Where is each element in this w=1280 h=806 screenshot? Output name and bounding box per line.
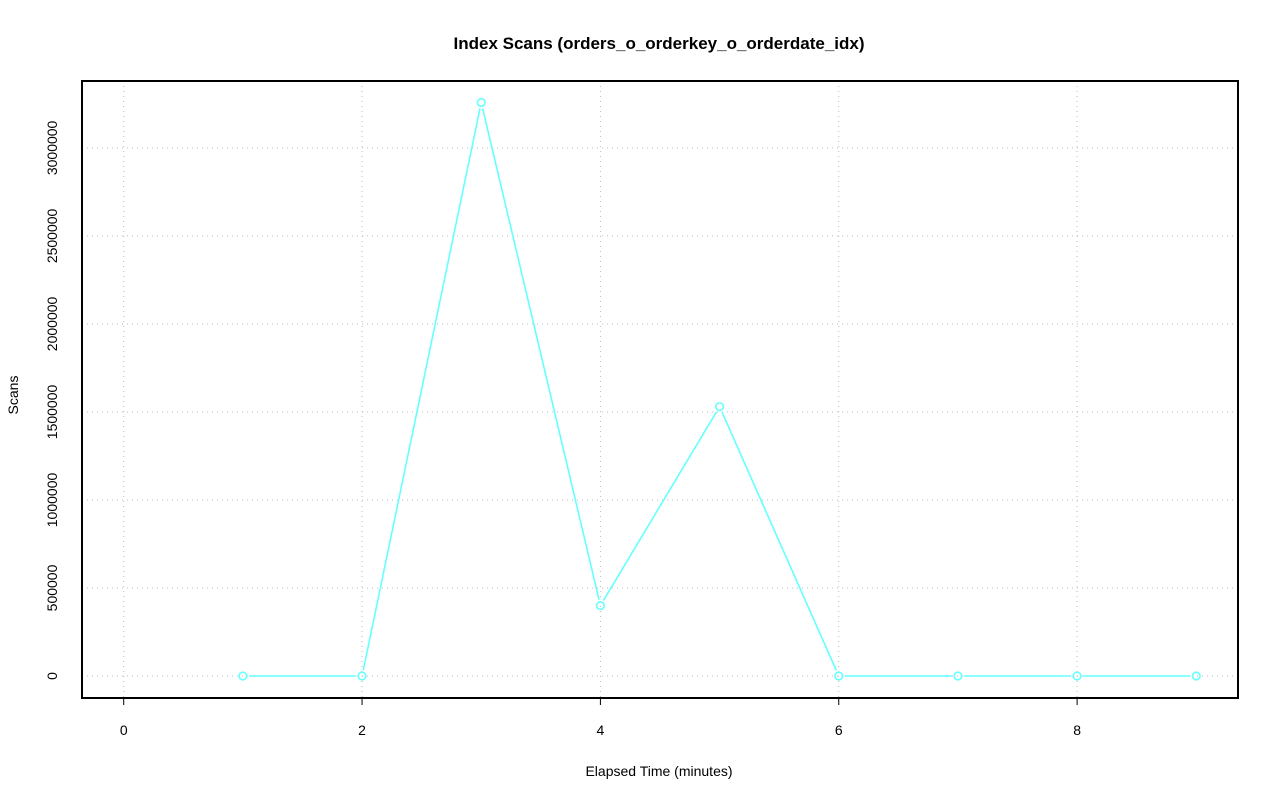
data-point (953, 671, 963, 681)
series-layer (238, 97, 1201, 681)
plot-frame (81, 80, 1239, 699)
x-tick-label: 0 (120, 722, 128, 738)
data-point (1191, 671, 1201, 681)
data-point (714, 402, 725, 412)
y-axis-label: Scans (5, 376, 21, 415)
y-axis: 0 500000 1000000 1500000 2000000 2500000 30000… (44, 120, 60, 679)
y-tick-label: 1000000 (44, 473, 60, 528)
data-point (476, 97, 486, 108)
data-point (357, 671, 367, 681)
data-point (1072, 671, 1082, 681)
y-tick-label: 3000000 (44, 120, 60, 175)
data-point (834, 671, 844, 681)
data-point (238, 671, 248, 681)
x-tick-label: 8 (1073, 722, 1081, 738)
series-segment (602, 411, 718, 601)
chart-title: Index Scans (orders_o_orderkey_o_orderda… (454, 34, 865, 53)
data-point (595, 600, 606, 611)
y-tick-label: 2000000 (44, 296, 60, 351)
y-tick-label: 500000 (44, 564, 60, 611)
y-tick-label: 2500000 (44, 208, 60, 263)
series-segment (362, 108, 481, 671)
x-tick-label: 4 (597, 722, 605, 738)
x-tick-label: 2 (358, 722, 366, 738)
x-tick-label: 6 (835, 722, 843, 738)
y-tick-label: 0 (44, 672, 60, 680)
x-axis-label: Elapsed Time (minutes) (585, 763, 732, 779)
series-segment (481, 108, 600, 600)
grid (82, 81, 1238, 698)
x-axis: 0 2 4 6 8 (120, 698, 1081, 738)
y-tick-label: 1500000 (44, 384, 60, 439)
series-segment (721, 411, 838, 671)
